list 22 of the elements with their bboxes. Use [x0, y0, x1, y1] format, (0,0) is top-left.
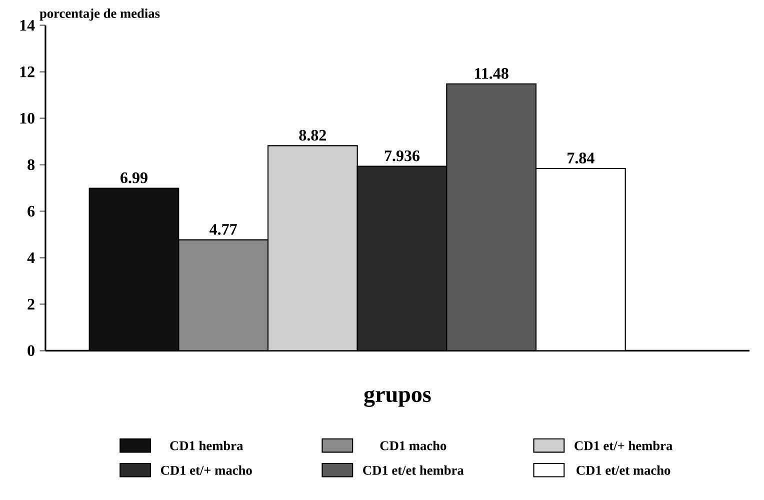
- legend-label: CD1 et/+ hembra: [574, 440, 672, 450]
- y-tick-label: 4: [27, 252, 35, 263]
- data-label: 4.77: [210, 224, 237, 235]
- legend-label: CD1 et/et hembra: [363, 465, 464, 475]
- legend-label: CD1 macho: [380, 440, 446, 450]
- data-label: 7.84: [568, 152, 594, 164]
- y-tick-label: 10: [20, 112, 34, 124]
- legend-label: CD1 hembra: [170, 440, 243, 450]
- data-label: 6.99: [120, 172, 148, 184]
- y-tick-label: 0: [28, 345, 34, 356]
- data-label: 8.82: [299, 130, 326, 141]
- y-axis-title: porcentaje de medias: [40, 8, 160, 21]
- y-tick-label: 14: [20, 20, 35, 31]
- legend-label: CD1 et/et macho: [576, 465, 670, 475]
- legend-label: CD1 et/+ macho: [160, 465, 252, 475]
- y-tick-label: 12: [20, 66, 34, 78]
- y-tick-label: 6: [28, 206, 35, 217]
- data-label: 11.48: [475, 68, 508, 79]
- x-axis-title: grupos: [364, 390, 431, 407]
- y-tick-label: 2: [28, 298, 34, 310]
- data-label: 7.936: [384, 150, 420, 162]
- y-tick-label: 8: [28, 159, 35, 170]
